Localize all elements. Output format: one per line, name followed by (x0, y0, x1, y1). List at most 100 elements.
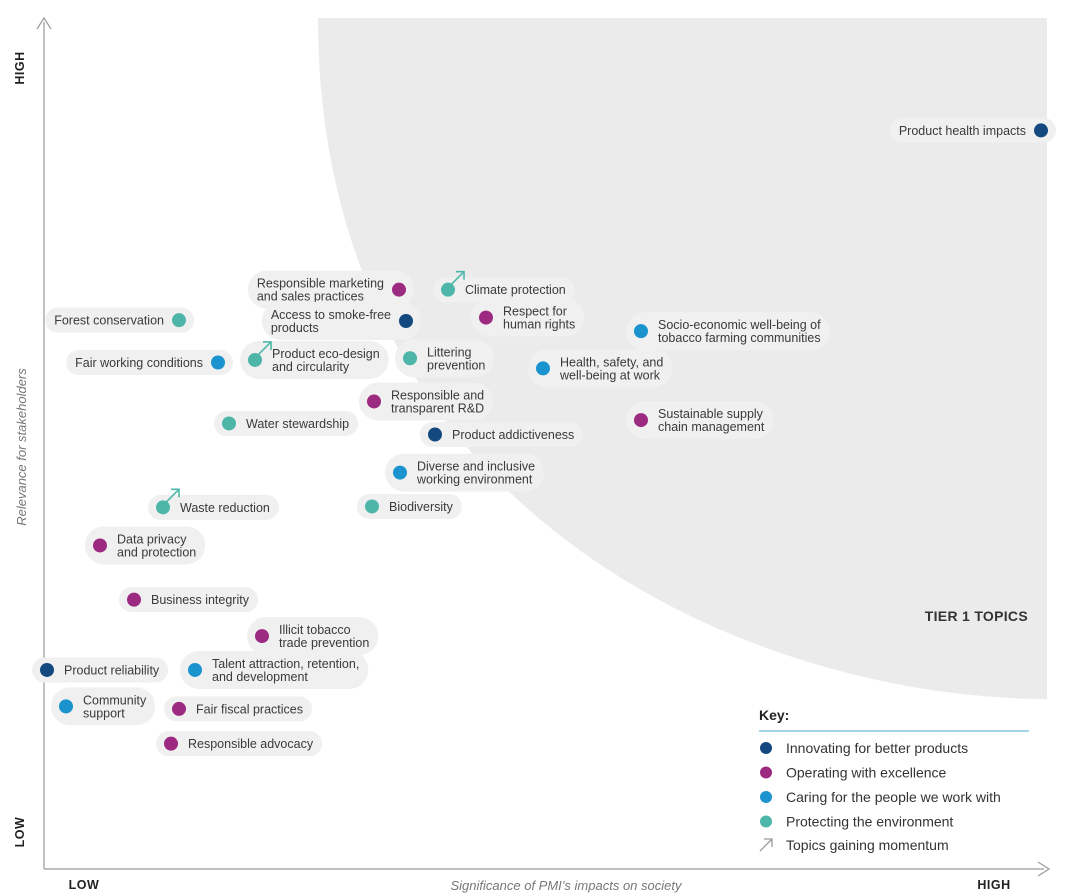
topic-label-line: Business integrity (151, 593, 250, 607)
legend-item-protecting: Protecting the environment (760, 814, 953, 830)
topic-label-bg (119, 587, 258, 613)
topic-marker (172, 313, 186, 328)
topic-label: Product addictiveness (452, 428, 574, 442)
legend-item-innovating: Innovating for better products (760, 740, 968, 756)
topic-label-line: tobacco farming communities (658, 331, 821, 345)
topic-label-line: Community (83, 693, 147, 707)
topic-label-bg (395, 339, 495, 378)
topic-water-stewardship: Water stewardship (214, 410, 359, 436)
legend-title: Key: (759, 707, 789, 723)
legend-label: Operating with excellence (786, 765, 947, 781)
topic-data-privacy-and-protection: Data privacy and protection (85, 526, 206, 565)
topic-forest-conservation: Forest conservation (45, 307, 194, 333)
topic-label: Business integrity (151, 593, 250, 607)
topic-label-line: well-being at work (559, 368, 661, 382)
points-layer: Product health impacts Responsible market… (32, 117, 1056, 757)
topic-label-line: Data privacy (117, 532, 187, 546)
topic-label: Health, safety, and well-being at work (559, 355, 663, 382)
topic-label-line: Health, safety, and (560, 355, 663, 369)
topic-label: Product reliability (64, 663, 160, 677)
momentum-arrow-icon (450, 270, 465, 286)
legend-label: Innovating for better products (786, 740, 968, 756)
tier1-region (318, 18, 1047, 699)
topic-label-bg (626, 312, 830, 351)
topic-label: Illicit tobacco trade prevention (279, 623, 369, 650)
topic-littering-prevention: Littering prevention (395, 339, 495, 378)
topic-access-to-smoke-free-products: Access to smoke-free products (261, 301, 421, 340)
topic-label-line: prevention (427, 358, 485, 372)
topic-label: Waste reduction (180, 501, 270, 515)
topic-label: Community support (83, 693, 147, 720)
topic-biodiversity: Biodiversity (357, 493, 462, 519)
topic-marker (536, 361, 550, 376)
topic-marker (40, 662, 54, 677)
topic-label-bg (471, 298, 585, 337)
topic-marker (255, 629, 269, 644)
topic-label-line: Fair fiscal practices (196, 702, 303, 716)
topic-label-bg (240, 340, 389, 379)
topic-marker (634, 413, 648, 428)
topic-responsible-marketing-and-sales-practices: Responsible marketing and sales practices (247, 270, 414, 309)
x-high-label: HIGH (977, 878, 1010, 892)
topic-label-line: Responsible advocacy (188, 737, 314, 751)
topic-label: Littering prevention (427, 345, 485, 372)
topic-marker (367, 394, 381, 409)
y-low-label: LOW (13, 817, 27, 848)
topic-label-line: and development (212, 670, 308, 684)
legend-swatch (760, 815, 772, 828)
topic-label-line: and protection (117, 545, 196, 559)
topic-label-line: products (271, 321, 319, 335)
topic-label-bg (385, 453, 545, 492)
momentum-arrow-icon (759, 838, 773, 852)
topic-label-bg (433, 277, 575, 303)
topic-label-bg (261, 301, 421, 340)
topic-marker (222, 416, 236, 431)
topic-label: Talent attraction, retention, and develop… (212, 657, 359, 684)
topic-socio-economic-well-being-of-tobacco-farming-communities: Socio-economic well-being of tobacco farm… (626, 312, 830, 351)
topic-label-line: support (83, 706, 125, 720)
legend-item-caring: Caring for the people we work with (760, 789, 1001, 805)
topic-waste-reduction: Waste reduction (148, 488, 279, 520)
axes (36, 16, 1051, 877)
topic-marker (634, 324, 648, 339)
topic-label-line: Water stewardship (246, 417, 349, 431)
topic-marker (403, 351, 417, 366)
topic-label-line: Biodiversity (389, 500, 454, 514)
topic-label: Responsible marketing and sales practices (257, 277, 384, 304)
y-high-label: HIGH (13, 51, 27, 84)
topic-label-bg (247, 617, 379, 656)
topic-label-line: working environment (416, 473, 533, 487)
legend-label: Protecting the environment (786, 814, 953, 830)
topic-label-line: Responsible marketing (257, 277, 384, 291)
topic-product-health-impacts: Product health impacts (889, 117, 1056, 143)
topic-label-line: human rights (503, 318, 575, 332)
y-axis-title: Relevance for stakeholders (14, 368, 29, 526)
legend-swatch (760, 766, 772, 779)
topic-label-line: Product reliability (64, 663, 160, 677)
topic-label-bg (357, 493, 462, 519)
topic-label-line: Climate protection (465, 283, 566, 297)
topic-label-line: trade prevention (279, 636, 369, 650)
topic-marker (399, 313, 413, 328)
topic-label-bg (156, 731, 323, 757)
legend-swatch (760, 791, 772, 803)
topic-respect-for-human-rights: Respect for human rights (471, 298, 585, 337)
topic-label: Access to smoke-free products (271, 308, 391, 335)
topic-marker (93, 538, 107, 553)
topic-label-bg (214, 410, 359, 436)
topic-label-bg (85, 526, 206, 565)
topic-marker (248, 352, 262, 367)
topic-label-line: Access to smoke-free (271, 308, 391, 322)
topic-label-bg (359, 382, 494, 421)
topic-fair-fiscal-practices: Fair fiscal practices (164, 696, 312, 722)
topic-marker (392, 282, 406, 297)
topic-label-line: Responsible and (391, 388, 484, 402)
topic-label-bg (164, 696, 312, 722)
topic-product-eco-design-and-circularity: Product eco-design and circularity (240, 340, 389, 379)
topic-product-reliability: Product reliability (32, 657, 169, 683)
topic-label-line: Waste reduction (180, 501, 270, 515)
topic-talent-attraction-retention-and-development: Talent attraction, retention, and develop… (180, 650, 369, 689)
topic-community-support: Community support (51, 687, 156, 726)
topic-marker (1034, 123, 1048, 138)
topic-label-bg (528, 349, 673, 388)
